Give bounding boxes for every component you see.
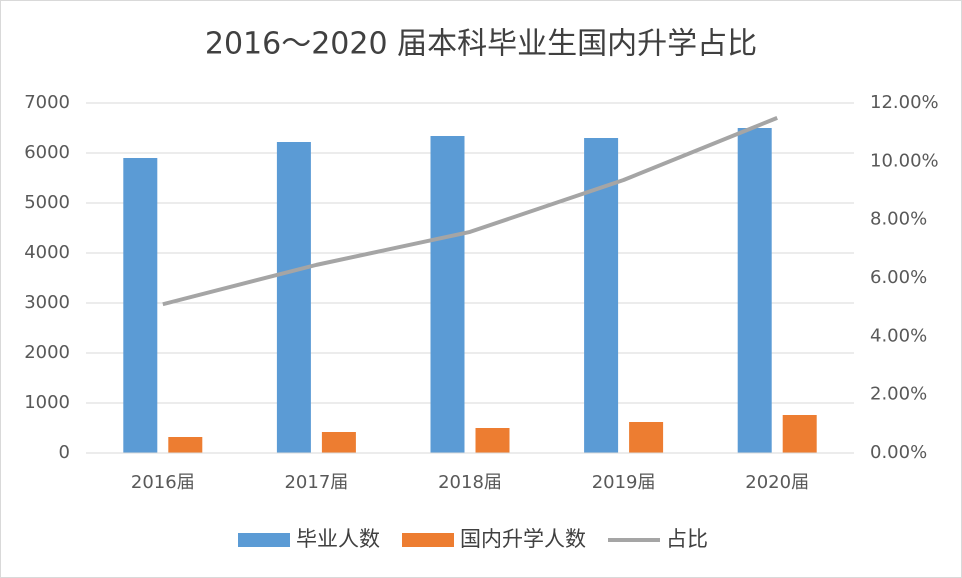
bar xyxy=(629,422,664,453)
x-tick-label: 2017届 xyxy=(284,472,348,493)
legend-label: 毕业人数 xyxy=(296,527,380,551)
y-tick-label: 7000 xyxy=(24,92,70,113)
x-tick-label: 2016届 xyxy=(131,472,195,493)
bar xyxy=(276,142,311,453)
bar xyxy=(782,415,817,453)
legend-swatch xyxy=(402,533,454,547)
legend-label: 占比 xyxy=(666,527,708,551)
y2-tick-label: 10.00% xyxy=(870,150,939,171)
bar xyxy=(321,432,356,453)
y2-tick-label: 8.00% xyxy=(870,209,927,230)
line xyxy=(162,116,778,307)
bar xyxy=(168,437,203,453)
bar xyxy=(475,428,510,453)
y-tick-label: 2000 xyxy=(24,342,70,363)
y-tick-label: 3000 xyxy=(24,292,70,313)
bar xyxy=(737,128,772,453)
y-tick-label: 0 xyxy=(59,442,70,463)
y2-tick-label: 6.00% xyxy=(870,267,927,288)
legend-swatch xyxy=(238,533,290,547)
legend-label: 国内升学人数 xyxy=(460,527,586,551)
y-tick-label: 6000 xyxy=(24,142,70,163)
chart-title: 2016～2020 届本科毕业生国内升学占比 xyxy=(205,27,757,62)
x-tick-label: 2020届 xyxy=(745,472,809,493)
bar xyxy=(123,158,158,453)
x-tick-label: 2018届 xyxy=(438,472,502,493)
y2-tick-label: 0.00% xyxy=(870,442,927,463)
y2-tick-label: 4.00% xyxy=(870,325,927,346)
bar xyxy=(430,136,465,453)
y2-tick-label: 2.00% xyxy=(870,384,927,405)
y-tick-label: 4000 xyxy=(24,242,70,263)
y-tick-label: 1000 xyxy=(24,392,70,413)
x-tick-label: 2019届 xyxy=(592,472,656,493)
y2-tick-label: 12.00% xyxy=(870,92,939,113)
y-tick-label: 5000 xyxy=(24,192,70,213)
